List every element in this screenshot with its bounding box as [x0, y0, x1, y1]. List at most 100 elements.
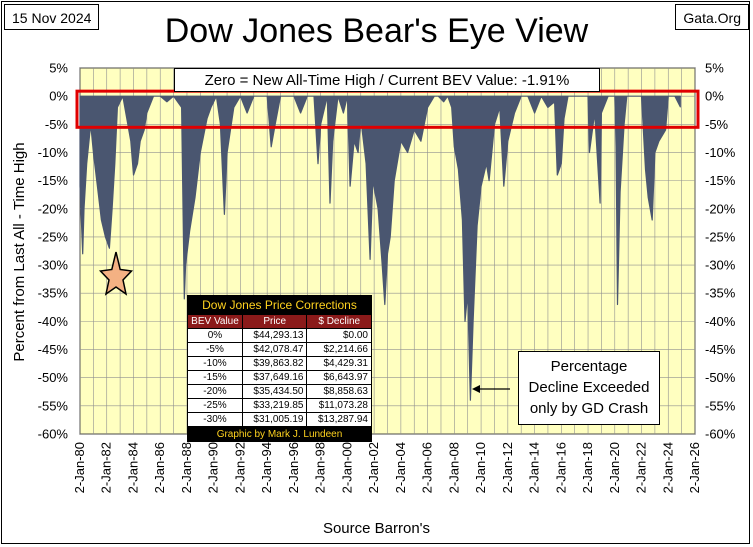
y-tick-label-left: -25%	[38, 229, 69, 244]
y-tick-label-left: -10%	[38, 145, 69, 160]
table-row: 0% $44,293.13 $0.00	[187, 328, 372, 343]
source-label: Source Barron's	[322, 520, 431, 537]
star-marker-icon	[98, 251, 134, 296]
bev-value-cell: -10%	[187, 356, 243, 371]
x-tick-label: 2-Jan-02	[366, 442, 381, 493]
y-tick-label-right: -50%	[705, 370, 736, 385]
y-tick-label-right: -30%	[705, 258, 736, 273]
bev-current-value-box: Zero = New All-Time High / Current BEV V…	[174, 68, 600, 92]
y-tick-label-left: 0%	[49, 89, 68, 104]
header-bev-value: BEV Value	[187, 314, 243, 329]
y-tick-label-right: -20%	[705, 201, 736, 216]
y-tick-label-right: -35%	[705, 286, 736, 301]
y-axis-right-ticks: 5% 0% -5% -10% -15% -20% -25% -30% -35% -40% -45% -…	[705, 61, 736, 442]
date-label: 15 Nov 2024	[4, 4, 100, 30]
bev-value-cell: -25%	[187, 398, 243, 413]
table-row: -25% $33,219.85 $11,073.28	[187, 398, 372, 413]
x-tick-label: 2-Jan-10	[473, 442, 488, 493]
bev-value-cell: 0%	[187, 328, 243, 343]
y-tick-label-left: -60%	[38, 427, 69, 442]
bev-value-cell: -15%	[187, 370, 243, 385]
table-row: -20% $35,434.50 $8,858.63	[187, 384, 372, 399]
y-tick-label-left: -55%	[38, 398, 69, 413]
decline-cell: $0.00	[306, 328, 372, 343]
y-tick-label-right: -45%	[705, 342, 736, 357]
decline-cell: $4,429.31	[306, 356, 372, 371]
y-tick-label-left: -40%	[38, 314, 69, 329]
x-tick-label: 2-Jan-18	[580, 442, 595, 493]
x-tick-label: 2-Jan-88	[179, 442, 194, 493]
y-tick-label-right: -25%	[705, 229, 736, 244]
bev-value-cell: -5%	[187, 342, 243, 357]
price-cell: $33,219.85	[241, 398, 308, 413]
y-tick-label-left: -45%	[38, 342, 69, 357]
y-tick-label-right: -40%	[705, 314, 736, 329]
table-title: Dow Jones Price Corrections	[202, 298, 357, 312]
y-tick-label-right: -55%	[705, 398, 736, 413]
price-cell: $44,293.13	[241, 328, 308, 343]
bev-value-cell: -20%	[187, 384, 243, 399]
x-tick-label: 2-Jan-86	[152, 442, 167, 493]
x-tick-label: 2-Jan-80	[72, 442, 87, 493]
note-line-2: Decline Exceeded	[528, 379, 650, 396]
y-tick-label-right: 0%	[705, 89, 724, 104]
price-cell: $37,649.16	[241, 370, 308, 385]
decline-cell: $6,643.97	[306, 370, 372, 385]
x-tick-label: 2-Jan-00	[339, 442, 354, 493]
y-axis-left-ticks: 5% 0% -5% -10% -15% -20% -25% -30% -35% -40% -45% -…	[38, 61, 69, 442]
y-tick-label-right: -5%	[705, 117, 729, 132]
y-tick-label-left: -5%	[45, 117, 69, 132]
decline-cell: $11,073.28	[306, 398, 372, 413]
price-cell: $39,863.82	[241, 356, 308, 371]
y-tick-label-right: -60%	[705, 427, 736, 442]
y-tick-label-left: -15%	[38, 173, 69, 188]
x-tick-label: 2-Jan-22	[634, 442, 649, 493]
y-tick-label-left: -35%	[38, 286, 69, 301]
x-tick-label: 2-Jan-92	[232, 442, 247, 493]
table-row: -15% $37,649.16 $6,643.97	[187, 370, 372, 385]
x-tick-label: 2-Jan-26	[687, 442, 702, 493]
y-tick-label-left: 5%	[49, 61, 68, 76]
price-cell: $31,005.19	[241, 412, 308, 427]
decline-cell: $13,287.94	[306, 412, 372, 427]
price-cell: $42,078.47	[241, 342, 308, 357]
x-tick-label: 2-Jan-94	[259, 442, 274, 493]
arrow-icon	[472, 385, 510, 393]
x-tick-label: 2-Jan-06	[420, 442, 435, 493]
x-tick-label: 2-Jan-04	[393, 442, 408, 493]
y-tick-label-right: -10%	[705, 145, 736, 160]
x-tick-label: 2-Jan-90	[206, 442, 221, 493]
note-line-3: only by GD Crash	[529, 400, 649, 417]
table-row: -5% $42,078.47 $2,214.66	[187, 342, 372, 357]
graphic-credit: Graphic by Mark J. Lundeen	[187, 426, 372, 442]
x-tick-label: 2-Jan-24	[660, 442, 675, 493]
x-tick-label: 2-Jan-84	[125, 442, 140, 493]
price-cell: $35,434.50	[241, 384, 308, 399]
y-tick-label-left: -50%	[38, 370, 69, 385]
decline-cell: $2,214.66	[306, 342, 372, 357]
x-tick-label: 2-Jan-96	[286, 442, 301, 493]
x-tick-label: 2-Jan-12	[500, 442, 515, 493]
site-label: Gata.Org	[675, 4, 749, 30]
y-tick-label-right: 5%	[705, 61, 724, 76]
gd-crash-note: Percentage Decline Exceeded only by GD C…	[518, 351, 660, 425]
x-tick-label: 2-Jan-98	[313, 442, 328, 493]
y-tick-label-left: -20%	[38, 201, 69, 216]
y-axis-label: Percent from Last All - Time High	[11, 142, 28, 361]
header-decline: $ Decline	[306, 314, 372, 329]
decline-cell: $8,858.63	[306, 384, 372, 399]
x-tick-label: 2-Jan-82	[99, 442, 114, 493]
table-row: -10% $39,863.82 $4,429.31	[187, 356, 372, 371]
note-line-1: Percentage	[550, 358, 628, 375]
price-corrections-table: Dow Jones Price Corrections BEV Value Pr…	[187, 295, 372, 442]
chart-title: Dow Jones Bear's Eye View	[164, 12, 589, 50]
x-tick-label: 2-Jan-14	[527, 442, 542, 493]
header-price: Price	[241, 314, 308, 329]
bev-value-cell: -30%	[187, 412, 243, 427]
y-tick-label-right: -15%	[705, 173, 736, 188]
x-tick-label: 2-Jan-08	[446, 442, 461, 493]
x-axis-ticks: 2-Jan-80 2-Jan-82 2-Jan-84 2-Jan-86 2-Jan-88…	[72, 442, 702, 493]
x-tick-label: 2-Jan-20	[607, 442, 622, 493]
